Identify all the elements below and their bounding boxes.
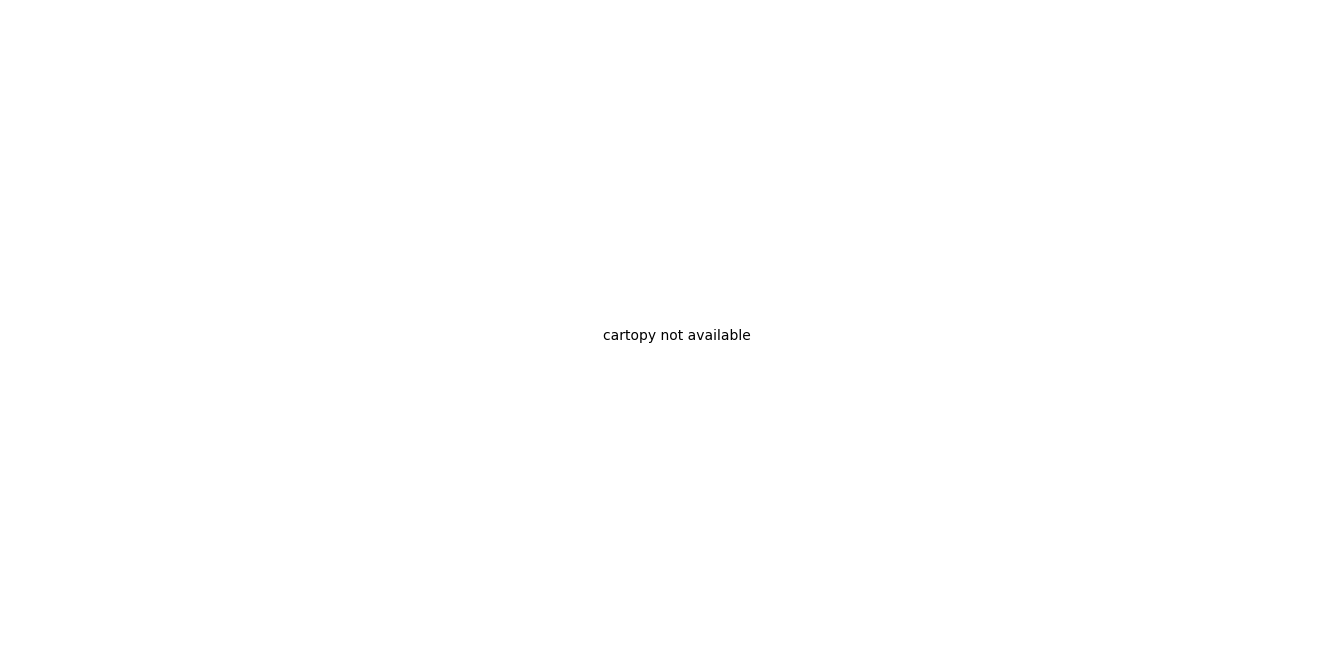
Text: cartopy not available: cartopy not available (603, 329, 750, 343)
